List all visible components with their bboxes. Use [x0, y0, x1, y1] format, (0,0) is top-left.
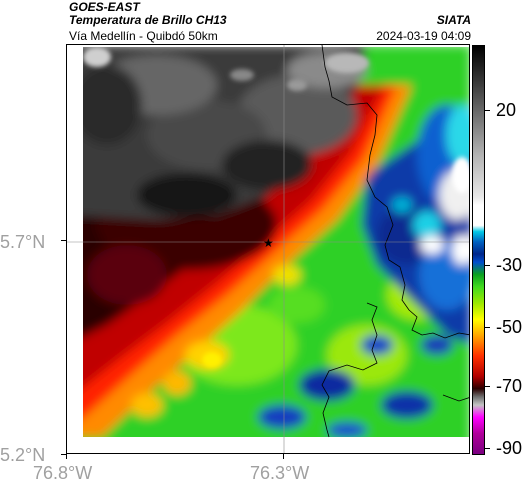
region-subtitle: Vía Medellín - Quibdó 50km: [69, 29, 218, 43]
datetime-label: 2024-03-19 04:09: [376, 29, 471, 43]
colorbar-tick: [485, 448, 490, 449]
lat-label-5.7: 5.7°N: [0, 232, 46, 252]
department-border: [321, 302, 378, 438]
satellite-title: GOES-EAST: [69, 0, 140, 14]
brightness-temperature-image: ★: [67, 45, 469, 453]
temperature-colorbar: [472, 45, 485, 455]
colorbar-tick: [485, 265, 490, 266]
lat-tick: [61, 240, 66, 241]
colorbar-tick: [485, 110, 490, 111]
lon-tick: [66, 454, 67, 459]
satellite-map[interactable]: ★: [66, 44, 470, 454]
coastline-border: [321, 45, 469, 339]
lon-label-76.3: 76.3°W: [250, 463, 310, 483]
lat-label-5.2: 5.2°N: [0, 445, 46, 465]
colorbar-label-minus90: -90: [496, 438, 523, 458]
lat-tick: [61, 454, 66, 455]
location-marker-icon: ★: [263, 236, 274, 250]
colorbar-label-minus50: -50: [496, 317, 523, 337]
lon-label-76.8: 76.8°W: [33, 463, 93, 483]
lon-tick: [283, 454, 284, 459]
colorbar-tick: [485, 386, 490, 387]
colorbar-label-minus70: -70: [496, 376, 523, 396]
border-fragment: [442, 394, 469, 402]
colorbar-tick: [485, 327, 490, 328]
colorbar-label-20: 20: [496, 100, 517, 120]
colorbar-label-minus30: -30: [496, 255, 523, 275]
organization-label: SIATA: [436, 13, 471, 27]
product-title: Temperatura de Brillo CH13: [69, 13, 227, 27]
